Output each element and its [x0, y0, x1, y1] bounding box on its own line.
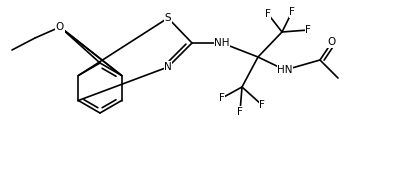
Text: S: S	[164, 13, 171, 23]
Text: O: O	[327, 37, 335, 47]
Text: HN: HN	[276, 65, 292, 75]
Text: F: F	[236, 107, 243, 117]
Text: F: F	[288, 7, 294, 17]
Text: F: F	[258, 100, 264, 110]
Text: F: F	[304, 25, 310, 35]
Text: N: N	[164, 62, 171, 72]
Text: NH: NH	[214, 38, 229, 48]
Text: F: F	[264, 9, 270, 19]
Text: O: O	[56, 22, 64, 32]
Text: F: F	[218, 93, 225, 103]
